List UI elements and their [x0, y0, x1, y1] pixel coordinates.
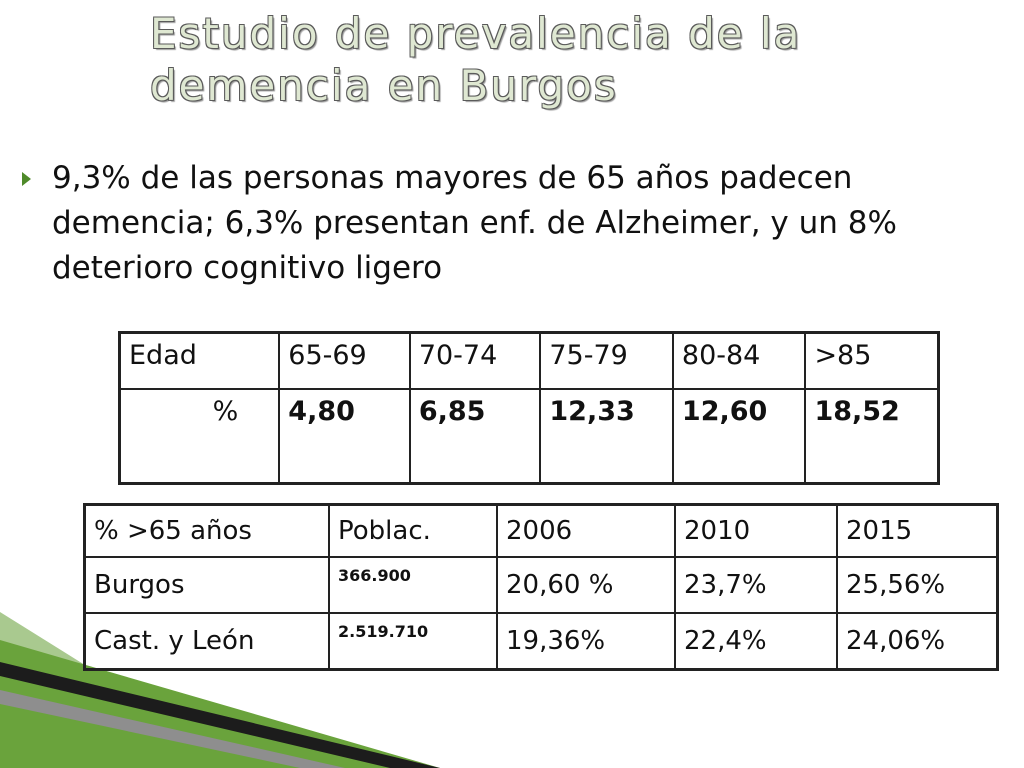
table-header-cell: 2010: [674, 503, 838, 558]
table-cell: 25,56%: [836, 556, 999, 614]
table-header-cell: Poblac.: [328, 503, 498, 558]
table-header-cell: Edad: [118, 331, 281, 390]
table-cell: 6,85: [408, 388, 542, 485]
table-header-cell: 70-74: [408, 331, 542, 390]
table-header-cell: 65-69: [278, 331, 411, 390]
table-cell: Cast. y León: [83, 612, 330, 671]
decor-gray-stripe: [0, 690, 345, 768]
decor-green-band: [0, 640, 440, 768]
table-row: Cast. y León 2.519.710 19,36% 22,4% 24,0…: [83, 612, 999, 671]
table-header-cell: % >65 años: [83, 503, 330, 558]
slide-title: Estudio de prevalencia de la demencia en…: [150, 9, 802, 110]
table-header-cell: 80-84: [671, 331, 807, 390]
bullet-arrow-icon: [22, 172, 31, 186]
table-cell: 12,60: [671, 388, 807, 485]
age-prevalence-table: Edad 65-69 70-74 75-79 80-84 >85 % 4,80 …: [118, 331, 940, 485]
table-row: Edad 65-69 70-74 75-79 80-84 >85: [118, 331, 940, 390]
table-cell: 12,33: [539, 388, 674, 485]
table-cell: 22,4%: [674, 612, 838, 671]
table-cell: 366.900: [328, 556, 498, 614]
table-cell: 19,36%: [496, 612, 676, 671]
table-cell: %: [118, 388, 281, 485]
table-row: % >65 años Poblac. 2006 2010 2015: [83, 503, 999, 558]
table-row: Burgos 366.900 20,60 % 23,7% 25,56%: [83, 556, 999, 614]
table-header-cell: 2015: [836, 503, 999, 558]
table-header-cell: >85: [804, 331, 940, 390]
population-table: % >65 años Poblac. 2006 2010 2015 Burgos…: [83, 503, 999, 671]
table-cell: 20,60 %: [496, 556, 676, 614]
table-header-cell: 75-79: [539, 331, 674, 390]
bullet-text: 9,3% de las personas mayores de 65 años …: [52, 160, 897, 286]
table-cell: Burgos: [83, 556, 330, 614]
table-header-cell: 2006: [496, 503, 676, 558]
decor-dark-stripe: [0, 662, 440, 768]
table-cell: 24,06%: [836, 612, 999, 671]
table-cell: 2.519.710: [328, 612, 498, 671]
table-row: % 4,80 6,85 12,33 12,60 18,52: [118, 388, 940, 485]
table-cell: 23,7%: [674, 556, 838, 614]
table-cell: 18,52: [804, 388, 940, 485]
table-cell: 4,80: [278, 388, 411, 485]
